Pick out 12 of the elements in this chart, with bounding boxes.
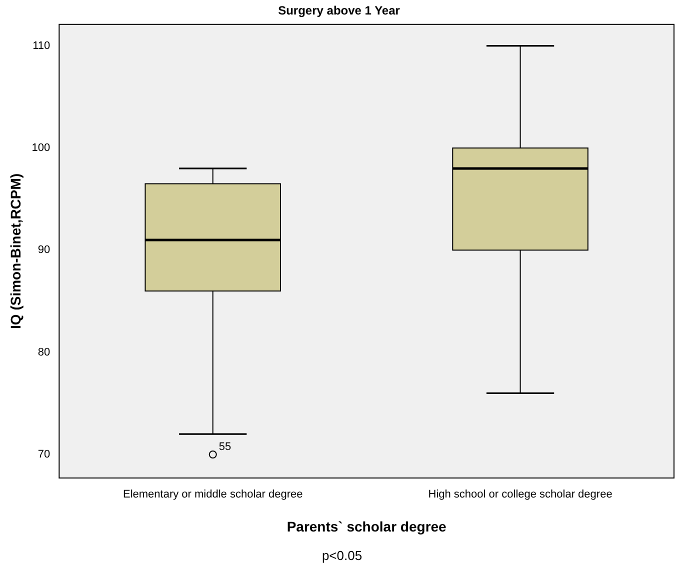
y-tick-label: 80	[38, 346, 50, 358]
y-tick-label: 90	[38, 244, 50, 256]
x-tick-label: Elementary or middle scholar degree	[122, 488, 303, 501]
y-tick-label: 110	[32, 40, 50, 52]
text: p<0.05	[320, 548, 364, 563]
annotation: 55	[218, 441, 232, 454]
y-tick-label: 100	[32, 142, 50, 154]
x-tick-label: High school or college scholar degree	[428, 488, 612, 501]
chart-title: Surgery above 1 Year	[278, 4, 400, 18]
y-tick-label: 70	[38, 448, 50, 461]
y-axis-title: IQ (Simon-Binet,RCPM)	[7, 173, 24, 329]
x-axis-title: Parents` scholar degree	[286, 518, 447, 534]
